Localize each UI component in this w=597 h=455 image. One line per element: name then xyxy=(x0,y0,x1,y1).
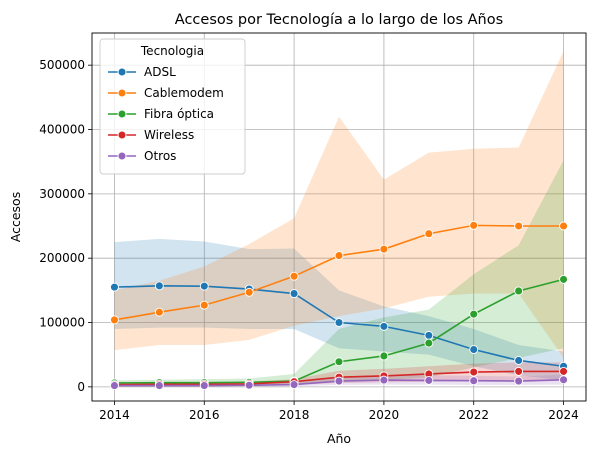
y-tick-label: 0 xyxy=(77,380,85,394)
x-tick-label: 2022 xyxy=(458,408,489,422)
legend-label: Otros xyxy=(144,149,176,163)
adsl-point xyxy=(199,281,209,291)
fibra-optica-point xyxy=(424,338,434,348)
cablemodem-point xyxy=(424,229,434,239)
legend-marker xyxy=(117,130,127,140)
series-markers xyxy=(110,220,568,391)
x-tick-label: 2018 xyxy=(279,408,310,422)
cablemodem-point xyxy=(199,300,209,310)
otros-point xyxy=(199,381,209,391)
legend-label: Wireless xyxy=(144,128,194,142)
wireless-point xyxy=(469,367,479,377)
y-tick-label: 500000 xyxy=(39,58,85,72)
wireless-point xyxy=(559,366,568,376)
fibra-optica-point xyxy=(514,286,524,296)
otros-point xyxy=(469,376,479,386)
otros-point xyxy=(289,380,299,390)
adsl-point xyxy=(154,281,164,291)
cablemodem-point xyxy=(154,307,164,317)
otros-point xyxy=(379,375,389,385)
legend-marker xyxy=(117,151,127,161)
adsl-point xyxy=(469,345,479,354)
legend: Tecnologia ADSL Cablemodem Fibra óptica Wire… xyxy=(99,38,246,175)
y-tick-label: 400000 xyxy=(39,123,85,137)
cablemodem-point xyxy=(110,315,119,325)
adsl-point xyxy=(424,330,434,340)
legend-marker xyxy=(117,88,127,98)
x-tick-label: 2016 xyxy=(189,408,220,422)
x-axis-label: Año xyxy=(327,431,351,446)
adsl-point xyxy=(289,289,299,299)
x-tick-label: 2020 xyxy=(369,408,400,422)
legend-label: Cablemodem xyxy=(144,86,224,100)
otros-point xyxy=(154,381,164,391)
adsl-band xyxy=(114,238,564,381)
chart-title: Accesos por Tecnología a lo largo de los… xyxy=(175,12,503,28)
y-axis-label: Accesos xyxy=(8,192,23,242)
fibra-optica-point xyxy=(334,357,344,367)
x-tick-label: 2024 xyxy=(548,408,579,422)
cablemodem-point xyxy=(334,251,344,261)
cablemodem-point xyxy=(289,271,299,281)
plot-frame xyxy=(91,32,587,402)
x-tick-label: 2014 xyxy=(99,408,130,422)
cablemodem-point xyxy=(469,220,479,230)
adsl-point xyxy=(334,318,344,327)
legend-label: Fibra óptica xyxy=(144,107,214,121)
otros-point xyxy=(334,376,344,386)
adsl-point xyxy=(514,356,524,365)
adsl-point xyxy=(379,321,389,331)
legend-marker xyxy=(117,109,127,119)
fibra-optica-point xyxy=(469,309,479,319)
otros-point xyxy=(244,380,254,390)
axis-ticks: 2014 2016 2018 2020 2022 2024 0 100000 200000 300… xyxy=(39,58,579,422)
legend-box xyxy=(99,38,246,175)
otros-point xyxy=(514,376,524,386)
otros-point xyxy=(110,381,119,391)
cablemodem-point xyxy=(244,287,254,297)
legend-marker xyxy=(117,67,127,77)
fibra-optica-point xyxy=(379,351,389,361)
otros-point xyxy=(559,375,568,385)
legend-label: ADSL xyxy=(144,65,176,79)
legend-title: Tecnologia xyxy=(140,44,204,58)
adsl-point xyxy=(110,282,119,292)
fibra-optica-point xyxy=(559,274,568,284)
cablemodem-point xyxy=(559,221,568,231)
y-tick-label: 300000 xyxy=(39,187,85,201)
cablemodem-point xyxy=(379,244,389,254)
wireless-point xyxy=(514,366,524,376)
otros-point xyxy=(424,375,434,385)
cablemodem-band xyxy=(114,51,564,358)
y-tick-label: 100000 xyxy=(39,316,85,330)
y-tick-label: 200000 xyxy=(39,251,85,265)
cablemodem-point xyxy=(514,221,524,231)
